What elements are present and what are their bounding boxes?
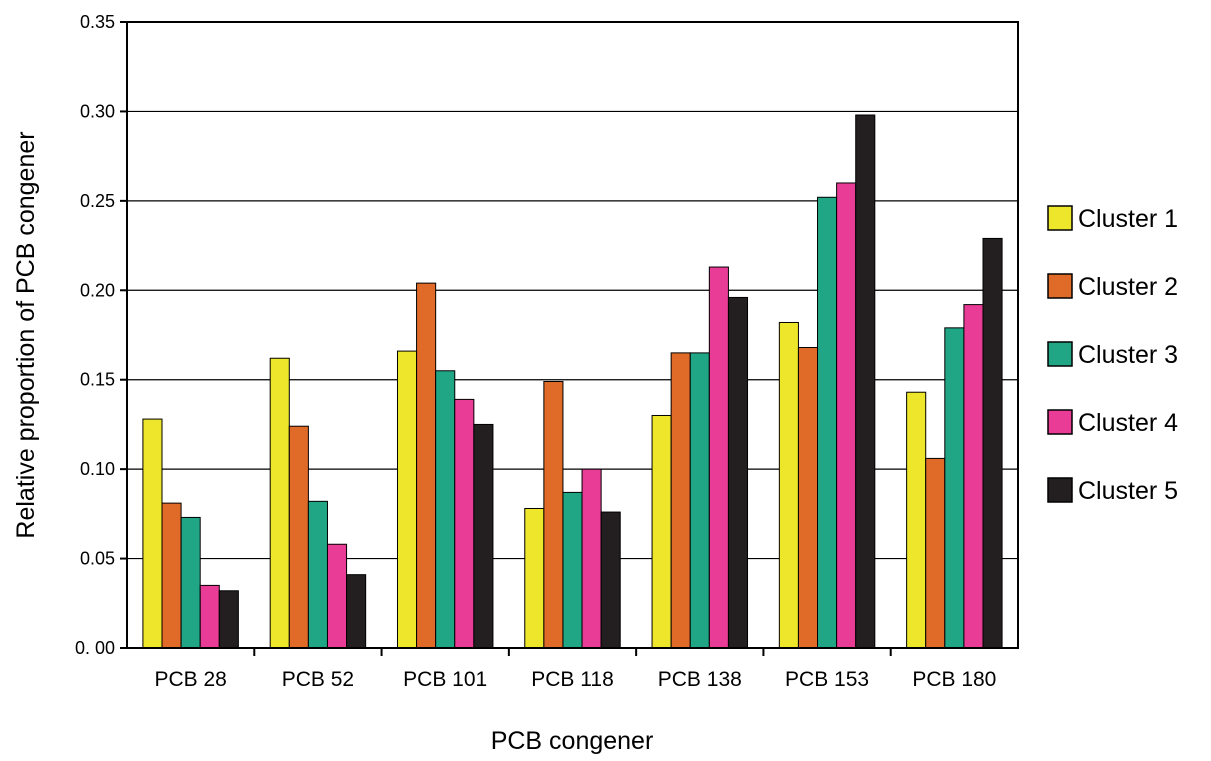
x-tick-label: PCB 101	[403, 668, 487, 691]
legend-item: Cluster 4	[1047, 409, 1178, 437]
y-tick-label: 0.10	[80, 459, 115, 479]
x-axis-title: PCB congener	[491, 727, 654, 755]
x-tick-label: PCB 153	[785, 668, 869, 691]
bar	[269, 357, 290, 649]
x-tick-label: PCB 28	[154, 668, 226, 691]
legend-swatch	[1047, 205, 1073, 231]
x-tick-label: PCB 138	[658, 668, 742, 691]
legend-label: Cluster 2	[1078, 273, 1178, 301]
bar	[651, 414, 672, 649]
bar	[435, 370, 456, 649]
bar	[326, 543, 348, 649]
bar	[797, 347, 819, 649]
bar	[543, 381, 564, 649]
bar	[581, 468, 602, 649]
bar	[817, 196, 838, 649]
bar	[473, 423, 494, 649]
y-tick-label: 0.25	[80, 191, 115, 211]
legend-swatch	[1047, 477, 1073, 503]
bar	[982, 237, 1003, 649]
y-tick-label: 0.15	[80, 370, 115, 390]
legend-label: Cluster 1	[1078, 205, 1178, 233]
y-axis-title: Relative proportion of PCB congener	[12, 131, 40, 538]
bar	[416, 282, 437, 649]
bar	[180, 516, 201, 649]
y-tick-label: 0.30	[80, 101, 115, 121]
bar	[562, 491, 583, 649]
legend-swatch	[1047, 409, 1073, 435]
bar	[600, 511, 621, 649]
y-tick-label: 0.35	[80, 12, 115, 32]
bar	[906, 391, 927, 649]
y-tick-label: 0.20	[80, 280, 115, 300]
legend-label: Cluster 5	[1078, 477, 1178, 505]
bar	[307, 500, 328, 649]
legend-swatch	[1047, 341, 1073, 367]
bar	[689, 352, 710, 649]
legend: Cluster 1 Cluster 2 Cluster 3 Cluster 4 Clus…	[1047, 205, 1178, 505]
bar	[708, 266, 729, 649]
legend-swatch	[1047, 273, 1073, 299]
legend-item: Cluster 5	[1047, 477, 1178, 505]
legend-label: Cluster 4	[1078, 409, 1178, 437]
x-tick-label: PCB 180	[912, 668, 996, 691]
bar	[161, 502, 182, 649]
bar	[836, 182, 857, 649]
bar	[346, 574, 367, 649]
bar	[944, 327, 965, 649]
gridlines	[127, 110, 1018, 560]
bar	[670, 352, 691, 649]
bar	[778, 321, 799, 649]
legend-item: Cluster 3	[1047, 341, 1178, 369]
x-tick-label: PCB 118	[531, 668, 614, 691]
bar	[199, 584, 220, 649]
y-tick-label: 0.05	[80, 549, 115, 569]
legend-item: Cluster 2	[1047, 273, 1178, 301]
bar	[396, 350, 418, 649]
bars	[142, 114, 1003, 649]
bar	[524, 507, 545, 649]
legend-item: Cluster 1	[1047, 205, 1178, 233]
legend-label: Cluster 3	[1078, 341, 1178, 369]
bar	[142, 418, 163, 649]
bar	[925, 457, 946, 649]
axis-labels: 0. 00 0.05 0.10 0.15 0.20 0.25 0.30 0.35 PCB 28 P…	[75, 12, 996, 691]
x-tick-label: PCB 52	[282, 668, 354, 691]
bar	[288, 425, 309, 649]
bar	[855, 114, 876, 649]
bar	[963, 304, 984, 649]
bar	[727, 296, 749, 649]
bar	[454, 398, 475, 649]
axis-ticks	[120, 21, 892, 656]
plot-frame	[126, 21, 1019, 649]
y-tick-label: 0. 00	[75, 638, 115, 658]
bar	[218, 590, 239, 649]
